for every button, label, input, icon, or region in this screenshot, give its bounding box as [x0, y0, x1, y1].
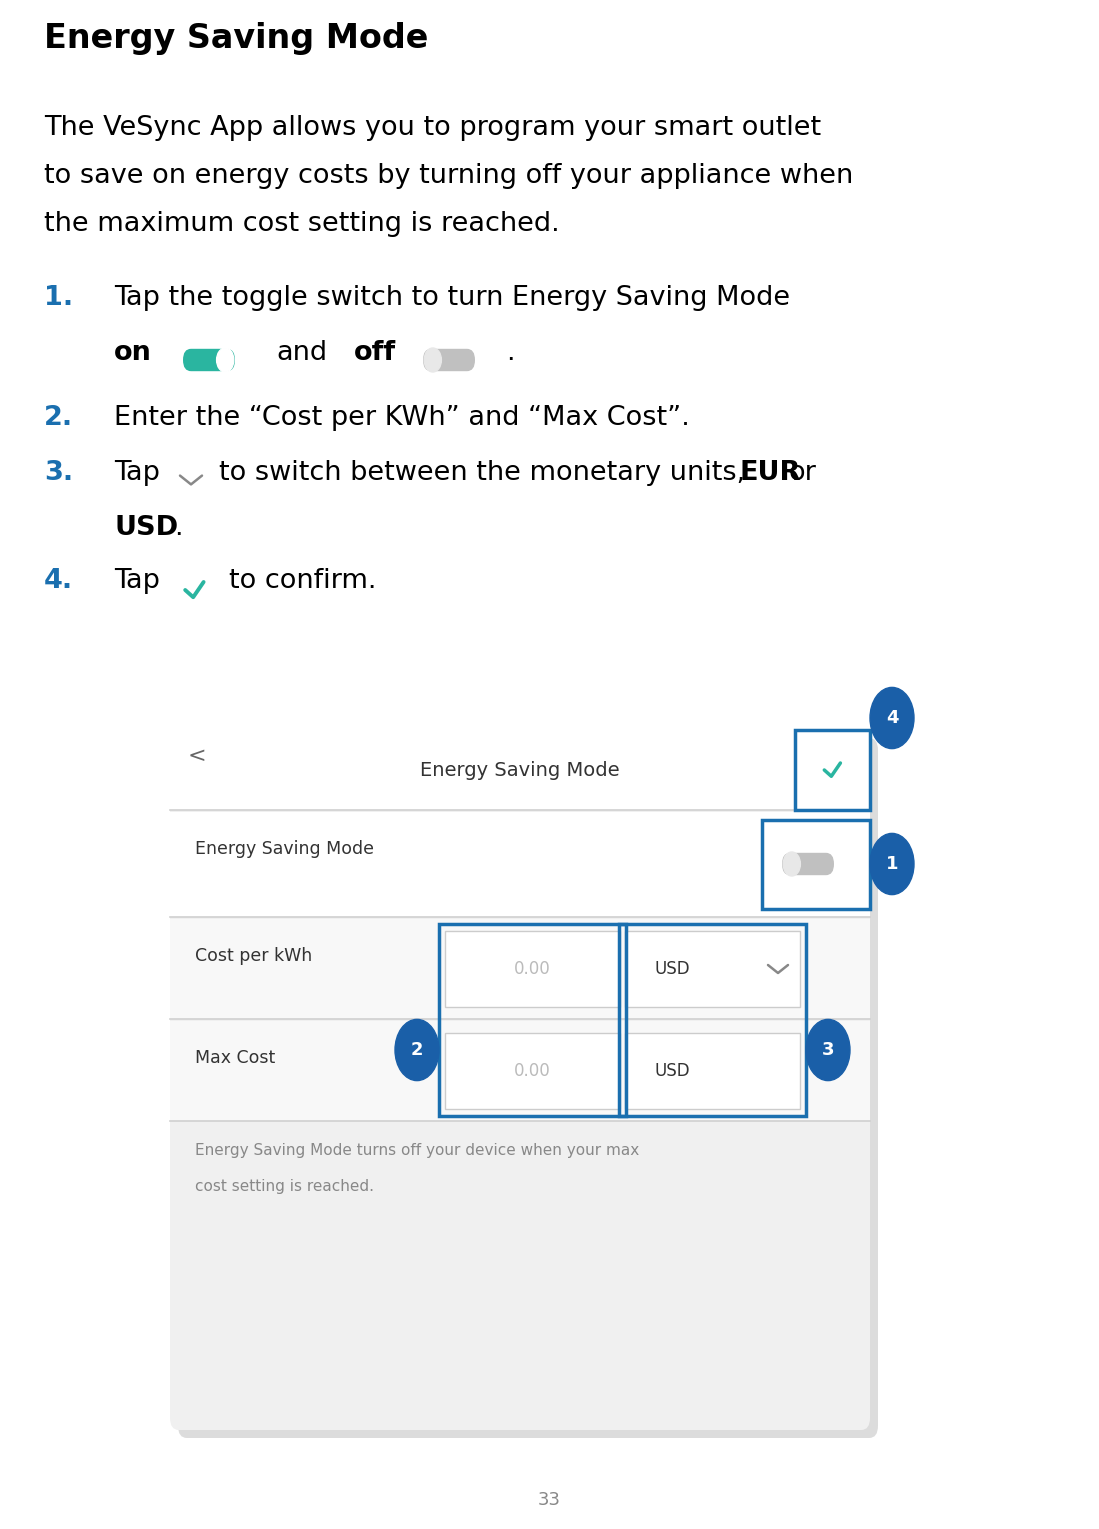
- Circle shape: [870, 688, 914, 749]
- Text: 33: 33: [539, 1491, 560, 1509]
- Text: off: off: [354, 339, 396, 365]
- FancyBboxPatch shape: [178, 739, 878, 1437]
- FancyBboxPatch shape: [445, 931, 620, 1008]
- Circle shape: [870, 833, 914, 894]
- FancyBboxPatch shape: [184, 349, 235, 372]
- FancyBboxPatch shape: [170, 729, 870, 810]
- Text: 4: 4: [886, 709, 898, 726]
- Text: the maximum cost setting is reached.: the maximum cost setting is reached.: [44, 211, 559, 237]
- Text: 1.: 1.: [44, 284, 74, 310]
- FancyBboxPatch shape: [170, 812, 870, 917]
- FancyBboxPatch shape: [170, 919, 870, 1018]
- Text: Enter the “Cost per KWh” and “Max Cost”.: Enter the “Cost per KWh” and “Max Cost”.: [114, 405, 690, 431]
- Text: 4.: 4.: [44, 567, 74, 593]
- Text: Cost per kWh: Cost per kWh: [195, 946, 312, 965]
- FancyBboxPatch shape: [445, 1034, 620, 1109]
- Text: Energy Saving Mode: Energy Saving Mode: [44, 21, 429, 55]
- FancyBboxPatch shape: [625, 931, 800, 1008]
- FancyBboxPatch shape: [625, 1034, 800, 1109]
- Text: USD: USD: [655, 1063, 690, 1079]
- Text: <: <: [188, 746, 207, 766]
- Text: cost setting is reached.: cost setting is reached.: [195, 1179, 374, 1194]
- FancyBboxPatch shape: [170, 729, 870, 1430]
- FancyBboxPatch shape: [170, 1021, 870, 1121]
- Text: 0.00: 0.00: [514, 960, 551, 979]
- Circle shape: [424, 349, 442, 372]
- Circle shape: [806, 1020, 850, 1081]
- FancyBboxPatch shape: [423, 349, 475, 372]
- Text: Tap: Tap: [114, 567, 159, 593]
- Text: USD: USD: [114, 515, 178, 541]
- Text: USD: USD: [655, 960, 690, 979]
- Text: EUR: EUR: [739, 460, 800, 486]
- Text: Max Cost: Max Cost: [195, 1049, 275, 1067]
- Text: or: or: [789, 460, 817, 486]
- FancyBboxPatch shape: [795, 729, 870, 810]
- Text: to switch between the monetary units,: to switch between the monetary units,: [219, 460, 745, 486]
- Text: Energy Saving Mode: Energy Saving Mode: [195, 839, 374, 858]
- Text: 2.: 2.: [44, 405, 74, 431]
- Text: The VeSync App allows you to program your smart outlet: The VeSync App allows you to program you…: [44, 115, 821, 141]
- Text: 3: 3: [822, 1041, 834, 1060]
- Circle shape: [395, 1020, 439, 1081]
- Text: Tap the toggle switch to turn Energy Saving Mode: Tap the toggle switch to turn Energy Sav…: [114, 284, 790, 310]
- Text: Energy Saving Mode turns off your device when your max: Energy Saving Mode turns off your device…: [195, 1144, 640, 1157]
- FancyBboxPatch shape: [782, 853, 834, 875]
- Text: to confirm.: to confirm.: [229, 567, 376, 593]
- Text: 3.: 3.: [44, 460, 74, 486]
- Text: .: .: [506, 339, 514, 365]
- Circle shape: [217, 349, 234, 372]
- Text: 1: 1: [886, 855, 898, 873]
- Text: and: and: [276, 339, 328, 365]
- Text: 2: 2: [411, 1041, 423, 1060]
- Text: 0.00: 0.00: [514, 1063, 551, 1079]
- Text: .: .: [174, 515, 182, 541]
- Text: to save on energy costs by turning off your appliance when: to save on energy costs by turning off y…: [44, 164, 853, 190]
- Text: Energy Saving Mode: Energy Saving Mode: [420, 760, 620, 780]
- Text: Tap: Tap: [114, 460, 159, 486]
- Circle shape: [784, 852, 800, 876]
- Text: on: on: [114, 339, 152, 365]
